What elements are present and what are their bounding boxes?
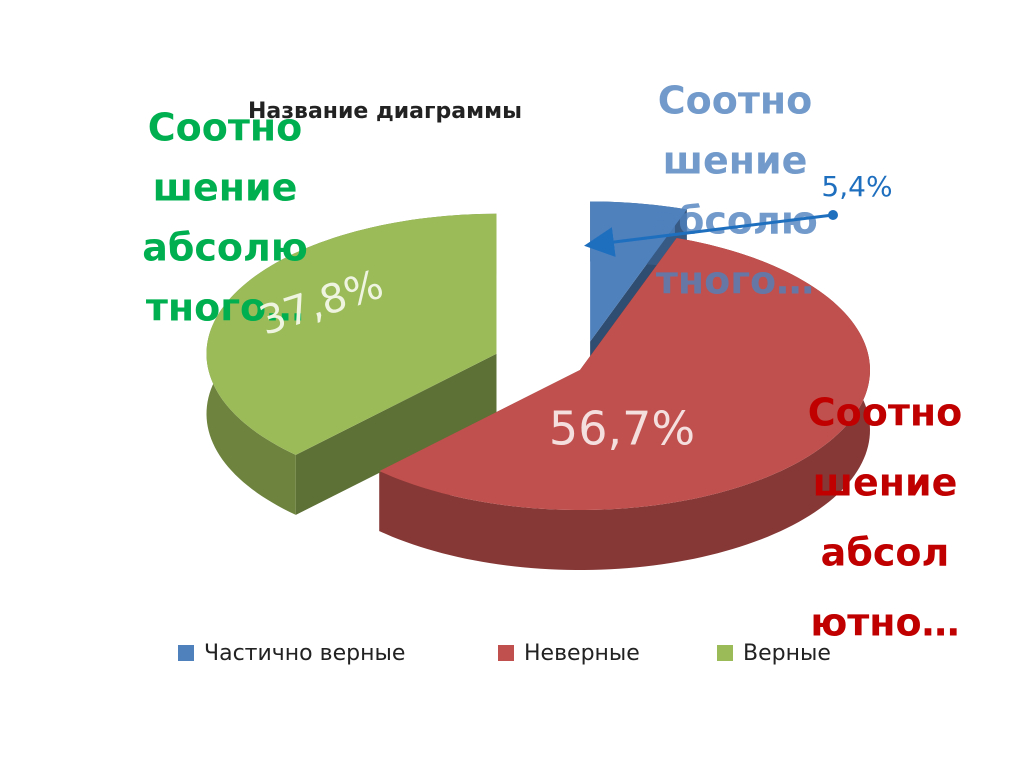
slice-wall [295,353,497,515]
leader-line [584,213,834,257]
annotation: шение [663,139,808,183]
annotation: тного… [146,286,304,330]
annotation: Соотно [808,391,963,435]
annotation: тного… [656,259,814,303]
annotation: абсолю [142,226,308,270]
legend-swatch [498,645,514,661]
legend-label: Частично верные [204,641,405,666]
leader-dot [828,210,838,220]
data-label: 56,7% [549,402,695,456]
pie-slice [379,237,870,510]
annotation: Соотно [658,79,813,123]
pie-slice [206,213,497,455]
legend-label: Неверные [524,641,640,666]
pie [206,201,870,570]
legend-swatch [717,645,733,661]
annotation: шение [813,461,958,505]
slice-side [379,237,870,570]
annotation: абсол [821,531,950,575]
annotation: шение [153,166,298,210]
data-label: 5,4% [821,170,892,203]
chart-title: Название диаграммы [248,99,522,124]
legend-swatch [178,645,194,661]
annotation: ютно… [810,601,959,645]
legend-label: Верные [743,641,831,666]
annotation: Соотно [148,106,303,150]
